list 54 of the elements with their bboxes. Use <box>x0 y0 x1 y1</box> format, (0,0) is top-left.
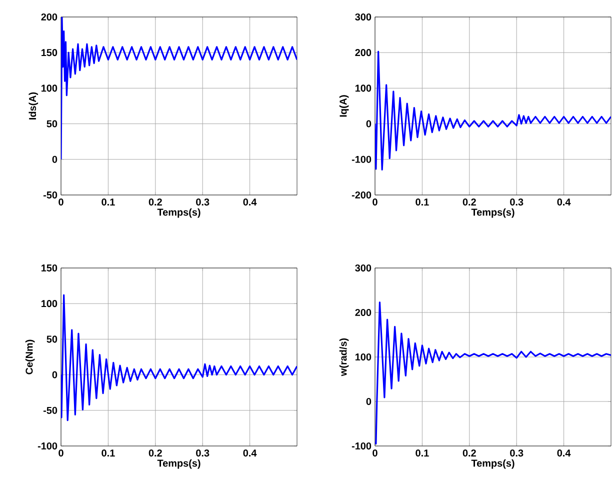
x-tick-label: 0.3 <box>196 450 210 457</box>
x-tick-label: 0.2 <box>148 450 162 457</box>
x-axis-title: Temps(s) <box>157 208 200 218</box>
y-tick-label: 0 <box>52 371 58 378</box>
x-tick-label: 0.2 <box>462 450 476 457</box>
y-tick-label: 200 <box>41 13 58 21</box>
y-tick-label: 200 <box>355 308 372 316</box>
x-tick-label: 0.2 <box>462 198 476 206</box>
y-axis-title: Iq(A) <box>339 95 349 117</box>
x-tick-label: 0.4 <box>243 450 257 457</box>
line-series <box>61 294 298 422</box>
y-tick-label: -100 <box>352 442 372 450</box>
x-tick-label: 0.4 <box>243 198 257 206</box>
y-tick-label: 0 <box>366 398 372 406</box>
x-tick-label: 0.1 <box>416 198 429 206</box>
x-tick-label: 0.1 <box>102 198 115 206</box>
y-tick-label: -100 <box>352 156 372 163</box>
y-tick-label: 100 <box>41 84 58 92</box>
y-tick-label: 300 <box>355 264 372 272</box>
y-axis-title: Ce(Nm) <box>25 340 35 374</box>
y-tick-label: -50 <box>43 406 58 414</box>
x-tick-label: 0 <box>58 450 64 457</box>
x-tick-label: 0.1 <box>102 450 115 457</box>
y-tick-label: -100 <box>38 442 58 450</box>
y-tick-label: 100 <box>355 84 372 92</box>
y-tick-label: 150 <box>41 264 58 272</box>
y-tick-label: 300 <box>355 13 372 21</box>
x-tick-label: 0 <box>58 198 64 206</box>
y-axis-title: w(rad/s) <box>339 338 349 376</box>
x-tick-label: 0.2 <box>148 198 162 206</box>
x-axis-title: Temps(s) <box>471 208 514 218</box>
x-tick-label: 0 <box>372 450 378 457</box>
y-tick-label: 0 <box>52 156 58 163</box>
y-tick-label: 50 <box>46 336 58 343</box>
x-tick-label: 0.3 <box>510 450 524 457</box>
x-tick-label: 0 <box>372 198 378 206</box>
line-series <box>375 301 612 445</box>
y-tick-label: 100 <box>41 300 58 308</box>
y-tick-label: -200 <box>352 191 372 199</box>
line-series <box>375 50 612 171</box>
x-tick-label: 0.3 <box>196 198 210 206</box>
x-axis-title: Temps(s) <box>157 459 200 469</box>
x-tick-label: 0.4 <box>557 450 571 457</box>
y-tick-label: 0 <box>366 120 372 128</box>
y-tick-label: 50 <box>46 120 58 128</box>
x-tick-label: 0.1 <box>416 450 429 457</box>
y-tick-label: 200 <box>355 49 372 56</box>
x-tick-label: 0.3 <box>510 198 524 206</box>
x-tick-label: 0.4 <box>557 198 571 206</box>
y-tick-label: 100 <box>355 353 372 361</box>
x-axis-title: Temps(s) <box>471 459 514 469</box>
y-tick-label: -50 <box>43 191 58 199</box>
y-axis-title: Ids(A) <box>28 92 38 120</box>
y-tick-label: 150 <box>41 49 58 56</box>
